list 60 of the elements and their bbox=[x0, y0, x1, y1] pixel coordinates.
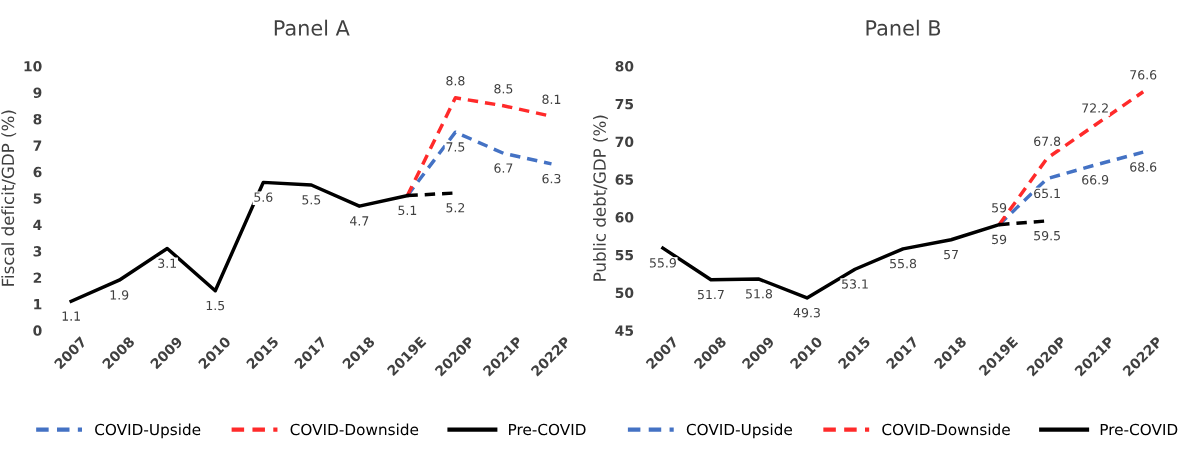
data-label: 72.2 bbox=[1082, 103, 1108, 113]
y-tick-label: 9 bbox=[33, 87, 42, 98]
y-tick-label: 55 bbox=[615, 250, 634, 261]
y-tick-label: 10 bbox=[24, 61, 42, 72]
chart-title: Panel A bbox=[274, 19, 350, 36]
data-label: 65.1 bbox=[1034, 188, 1060, 199]
data-label: 66.9 bbox=[1082, 175, 1109, 185]
data-label: 6.3 bbox=[542, 173, 561, 184]
data-label: 1.1 bbox=[62, 311, 80, 321]
data-label: 51.7 bbox=[697, 290, 724, 300]
y-tick-label: 80 bbox=[615, 61, 634, 72]
data-label: 53.1 bbox=[842, 279, 868, 289]
y-tick-label: 0 bbox=[33, 325, 42, 336]
data-label: 1.5 bbox=[206, 300, 225, 311]
data-label: 3.1 bbox=[158, 258, 177, 268]
y-tick-label: 65 bbox=[615, 174, 634, 185]
y-tick-label: 1 bbox=[34, 299, 42, 310]
data-label: 55.8 bbox=[890, 258, 917, 269]
y-tick-label: 75 bbox=[615, 98, 634, 110]
data-label: 76.6 bbox=[1130, 70, 1157, 80]
data-label: 59 bbox=[992, 234, 1007, 245]
y-tick-label: 2 bbox=[33, 272, 42, 283]
y-tick-label: 8 bbox=[33, 113, 42, 125]
data-label: 5.5 bbox=[302, 195, 321, 205]
legend-label: Pre-COVID bbox=[509, 423, 586, 436]
data-label: 67.8 bbox=[1034, 136, 1061, 146]
y-tick-label: 70 bbox=[615, 136, 634, 148]
chart-title: Panel B bbox=[866, 19, 941, 36]
data-label: 8.1 bbox=[542, 94, 561, 105]
y-tick-label: 45 bbox=[615, 325, 634, 336]
y-tick-label: 50 bbox=[615, 287, 634, 299]
data-label: 5.1 bbox=[398, 205, 417, 216]
legend-label: Pre-COVID bbox=[1100, 423, 1178, 436]
data-label: 8.5 bbox=[494, 84, 513, 94]
y-tick-label: 7 bbox=[33, 140, 42, 151]
data-label: 59 bbox=[992, 202, 1007, 213]
y-tick-label: 3 bbox=[33, 246, 42, 257]
y-tick-label: 60 bbox=[615, 212, 634, 223]
legend-label: COVID-Upside bbox=[686, 423, 792, 439]
data-label: 68.6 bbox=[1130, 162, 1157, 172]
y-tick-label: 4 bbox=[33, 219, 42, 230]
data-label: 7.5 bbox=[446, 142, 465, 152]
data-label: 5.6 bbox=[254, 192, 273, 202]
data-label: 59.5 bbox=[1034, 230, 1060, 241]
y-tick-label: 5 bbox=[33, 193, 42, 204]
legend-label: COVID-Downside bbox=[882, 423, 1010, 436]
data-label: 57 bbox=[944, 249, 958, 260]
data-label: 49.3 bbox=[793, 307, 820, 318]
data-label: 8.8 bbox=[446, 76, 465, 86]
y-axis-title: Fiscal deficit/GDP (%) bbox=[1, 110, 17, 286]
y-axis-title: Public debt/GDP (%) bbox=[593, 115, 608, 281]
data-label: 5.2 bbox=[446, 202, 465, 213]
data-label: 51.8 bbox=[746, 289, 773, 299]
legend-label: COVID-Downside bbox=[290, 423, 419, 436]
data-label: 55.9 bbox=[649, 258, 676, 268]
legend-label: COVID-Upside bbox=[95, 423, 201, 439]
data-label: 4.7 bbox=[350, 216, 369, 226]
data-label: 6.7 bbox=[494, 163, 513, 173]
y-tick-label: 6 bbox=[33, 166, 42, 178]
data-label: 1.9 bbox=[110, 290, 129, 300]
